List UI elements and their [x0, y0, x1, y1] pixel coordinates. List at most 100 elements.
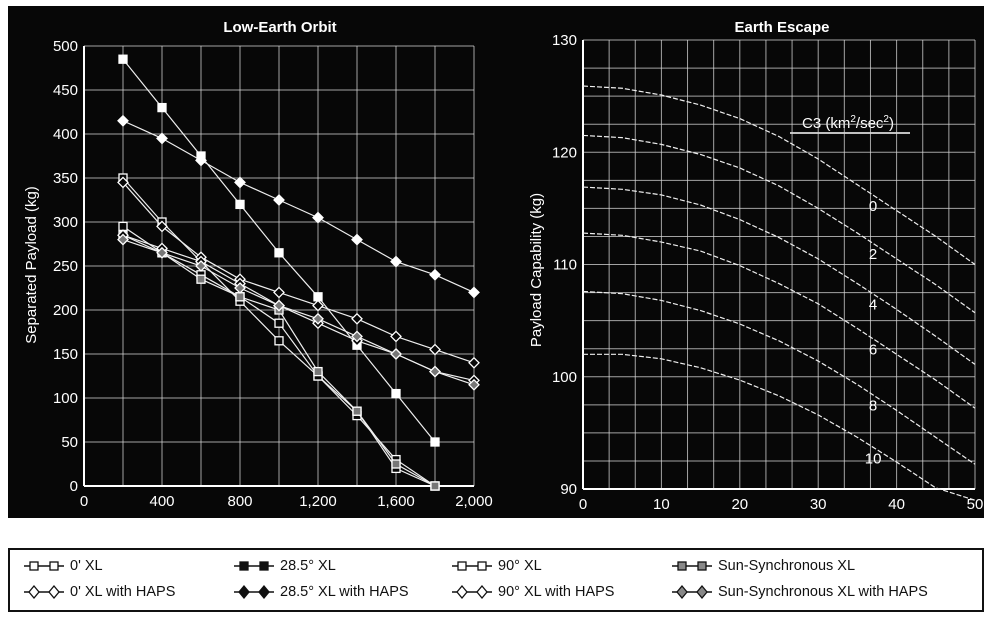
- data-point: [429, 268, 441, 281]
- legend-label: 0' XL: [70, 558, 103, 574]
- data-point: [274, 318, 284, 328]
- series-label: 2: [869, 246, 877, 263]
- legend-label: 0' XL with HAPS: [70, 584, 176, 600]
- data-point: [429, 365, 441, 378]
- series-line: [583, 353, 976, 501]
- legend-entry: 90° XL with HAPS: [450, 584, 614, 600]
- data-point: [273, 299, 285, 312]
- x-tick-label: 30: [810, 496, 827, 513]
- leo-title: Low-Earth Orbit: [223, 19, 336, 36]
- series-line: [582, 232, 976, 409]
- data-point: [156, 220, 168, 233]
- x-tick-label: 2,000: [455, 493, 493, 510]
- data-point: [274, 248, 284, 258]
- legend-marker: [476, 585, 488, 599]
- legend-entry: 90° XL: [450, 558, 542, 574]
- y-tick-label: 110: [553, 257, 577, 274]
- legend-swatch: [234, 561, 274, 571]
- data-point: [157, 102, 167, 113]
- y-tick-label: 100: [552, 369, 577, 386]
- series-label: 10: [865, 450, 882, 467]
- legend-entry: Sun-Synchronous XL with HAPS: [670, 584, 928, 600]
- series-label: 0: [869, 198, 877, 215]
- legend-entry: 0' XL with HAPS: [22, 584, 175, 600]
- legend-marker: [677, 561, 687, 571]
- c3-legend-title: C3 (km2/sec2): [802, 114, 894, 132]
- legend-marker: [28, 585, 40, 599]
- data-point: [274, 336, 284, 346]
- y-tick-label: 450: [53, 82, 78, 99]
- series-line: [582, 134, 976, 314]
- data-point: [195, 260, 207, 272]
- series-line: [122, 239, 475, 386]
- data-point: [312, 299, 324, 312]
- data-point: [235, 199, 245, 210]
- legend-marker: [456, 585, 468, 599]
- y-tick-label: 150: [53, 346, 78, 363]
- y-tick-label: 300: [53, 214, 78, 231]
- legend-marker: [48, 585, 60, 599]
- data-point: [117, 233, 129, 246]
- data-point: [313, 366, 323, 377]
- y-tick-label: 500: [53, 38, 78, 55]
- data-point: [117, 114, 129, 127]
- low-earth-orbit-chart: Low-Earth Orbit Circular Orbit Altitude …: [23, 19, 493, 533]
- data-point: [195, 154, 207, 167]
- legend-entry: 28.5° XL with HAPS: [232, 584, 409, 600]
- y-tick-label: 350: [53, 170, 78, 187]
- legend-entry: 0' XL: [22, 558, 103, 574]
- data-point: [390, 348, 402, 360]
- y-tick-label: 50: [61, 434, 78, 451]
- data-point: [429, 343, 441, 356]
- legend-swatch: [452, 561, 492, 571]
- legend-swatch: [24, 585, 64, 599]
- x-tick-label: 1,600: [377, 493, 415, 510]
- y-tick-label: 100: [53, 390, 78, 407]
- legend-entry: 28.5° XL: [232, 558, 336, 574]
- x-tick-label: 20: [731, 496, 748, 513]
- series-label: 8: [869, 398, 877, 415]
- esc-y-axis-label: Payload Capability (kg): [528, 193, 545, 347]
- x-tick-label: 40: [888, 496, 905, 513]
- series-line: [582, 186, 976, 365]
- y-tick-label: 0: [70, 478, 78, 495]
- data-point: [234, 176, 246, 189]
- data-point: [351, 233, 363, 246]
- legend-marker: [696, 585, 708, 599]
- legend-entry: Sun-Synchronous XL: [670, 558, 855, 574]
- legend-swatch: [234, 585, 274, 599]
- series-label: 4: [869, 297, 877, 314]
- earth-escape-chart: Earth Escape Launch Inclination (deg) Pa…: [528, 19, 984, 513]
- legend-label: 28.5° XL with HAPS: [280, 584, 409, 600]
- data-point: [312, 211, 324, 224]
- legend-marker: [239, 561, 249, 571]
- y-tick-label: 90: [560, 481, 577, 498]
- x-tick-label: 50: [967, 496, 984, 513]
- y-tick-label: 400: [53, 126, 78, 143]
- data-point: [351, 330, 363, 343]
- y-tick-label: 120: [552, 144, 577, 161]
- x-tick-label: 0: [80, 493, 88, 510]
- data-point: [430, 481, 440, 491]
- data-point: [390, 255, 402, 268]
- leo-x-axis-label: Circular Orbit Altitude (km): [192, 516, 368, 533]
- x-tick-label: 0: [579, 496, 587, 513]
- data-point: [273, 194, 285, 206]
- legend-marker: [259, 561, 269, 571]
- x-tick-label: 400: [149, 493, 174, 510]
- data-point: [391, 459, 401, 469]
- legend-swatch: [24, 561, 64, 571]
- series-label: 6: [869, 341, 877, 358]
- y-tick-label: 200: [53, 302, 78, 319]
- series-line: [582, 290, 976, 465]
- data-point: [352, 406, 362, 416]
- x-tick-label: 1,200: [299, 493, 337, 510]
- series-line: [122, 120, 475, 293]
- legend-swatch: [672, 561, 712, 571]
- series-line: [582, 85, 976, 265]
- legend: 0' XL 28.5° XL 90° XL Sun-Synchronous XL 0' …: [8, 548, 984, 612]
- legend-marker: [29, 561, 39, 571]
- data-point: [117, 176, 129, 189]
- leo-y-axis-label: Separated Payload (kg): [23, 186, 40, 344]
